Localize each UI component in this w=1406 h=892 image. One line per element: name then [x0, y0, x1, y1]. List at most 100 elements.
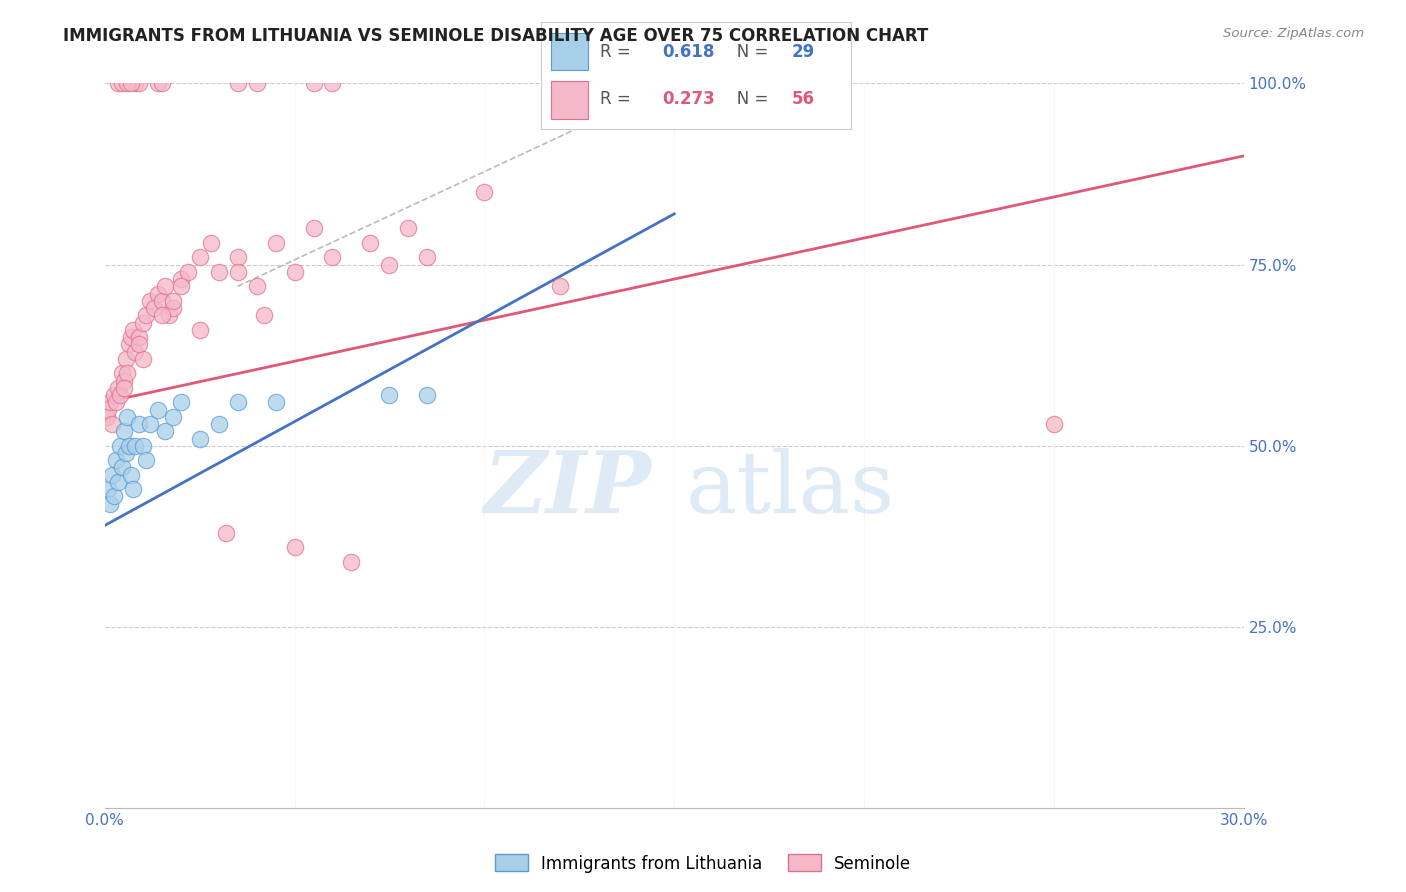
Point — [155, 279, 177, 293]
Point — [378, 258, 401, 272]
FancyBboxPatch shape — [551, 81, 588, 119]
Text: ZIP: ZIP — [484, 448, 651, 531]
Point — [143, 301, 166, 315]
Text: 29: 29 — [792, 44, 815, 62]
Point — [359, 235, 381, 250]
Point — [188, 251, 211, 265]
Point — [117, 409, 139, 424]
Point — [155, 424, 177, 438]
Point — [226, 265, 249, 279]
Point — [396, 221, 419, 235]
Point — [131, 316, 153, 330]
Point — [321, 77, 343, 91]
Point — [226, 395, 249, 409]
Point — [474, 185, 496, 199]
Point — [283, 540, 305, 554]
Point — [103, 490, 125, 504]
Point — [139, 293, 162, 308]
Point — [162, 409, 184, 424]
Point — [177, 265, 200, 279]
Point — [253, 309, 276, 323]
Text: Source: ZipAtlas.com: Source: ZipAtlas.com — [1223, 27, 1364, 40]
Point — [108, 439, 131, 453]
Point — [264, 235, 287, 250]
Point — [112, 424, 135, 438]
Point — [188, 323, 211, 337]
Point — [245, 77, 267, 91]
Point — [107, 77, 129, 91]
Point — [114, 446, 136, 460]
Point — [112, 374, 135, 388]
Point — [103, 388, 125, 402]
Point — [111, 77, 134, 91]
Point — [107, 381, 129, 395]
Point — [117, 77, 139, 91]
Text: IMMIGRANTS FROM LITHUANIA VS SEMINOLE DISABILITY AGE OVER 75 CORRELATION CHART: IMMIGRANTS FROM LITHUANIA VS SEMINOLE DI… — [63, 27, 928, 45]
Point — [98, 395, 121, 409]
Point — [150, 309, 173, 323]
Point — [120, 467, 142, 482]
Point — [188, 432, 211, 446]
Point — [120, 330, 142, 344]
Point — [114, 351, 136, 366]
Point — [226, 77, 249, 91]
Point — [105, 395, 128, 409]
Point — [146, 286, 169, 301]
Point — [131, 351, 153, 366]
Point — [321, 251, 343, 265]
Point — [169, 279, 191, 293]
Point — [1043, 417, 1066, 431]
Point — [120, 77, 142, 91]
Point — [146, 402, 169, 417]
Point — [150, 77, 173, 91]
Point — [200, 235, 222, 250]
Point — [101, 467, 124, 482]
Point — [107, 475, 129, 489]
Text: R =: R = — [600, 90, 636, 108]
Point — [150, 293, 173, 308]
Point — [98, 497, 121, 511]
Point — [162, 293, 184, 308]
Point — [283, 265, 305, 279]
Text: 0.618: 0.618 — [662, 44, 714, 62]
Point — [108, 388, 131, 402]
Point — [124, 439, 146, 453]
Point — [124, 77, 146, 91]
Point — [122, 323, 145, 337]
Point — [550, 279, 572, 293]
Point — [117, 366, 139, 380]
Point — [207, 265, 229, 279]
Text: N =: N = — [721, 90, 773, 108]
Point — [226, 251, 249, 265]
Point — [162, 301, 184, 315]
FancyBboxPatch shape — [551, 33, 588, 70]
Point — [169, 395, 191, 409]
Point — [111, 366, 134, 380]
Point — [146, 77, 169, 91]
Legend: Immigrants from Lithuania, Seminole: Immigrants from Lithuania, Seminole — [488, 847, 918, 880]
Point — [131, 439, 153, 453]
Point — [416, 388, 439, 402]
Text: atlas: atlas — [686, 448, 894, 531]
Point — [169, 272, 191, 286]
Point — [245, 279, 267, 293]
Point — [128, 337, 150, 351]
Point — [135, 453, 157, 467]
Text: R =: R = — [600, 44, 636, 62]
Point — [215, 525, 238, 540]
Text: 56: 56 — [792, 90, 815, 108]
Point — [122, 482, 145, 496]
Point — [378, 388, 401, 402]
Point — [118, 439, 141, 453]
Point — [128, 417, 150, 431]
Text: 0.273: 0.273 — [662, 90, 714, 108]
Point — [302, 77, 325, 91]
Point — [157, 309, 180, 323]
Point — [128, 77, 150, 91]
Point — [111, 460, 134, 475]
Point — [302, 221, 325, 235]
Point — [340, 555, 363, 569]
Point — [97, 402, 120, 417]
Point — [139, 417, 162, 431]
Point — [96, 409, 118, 424]
